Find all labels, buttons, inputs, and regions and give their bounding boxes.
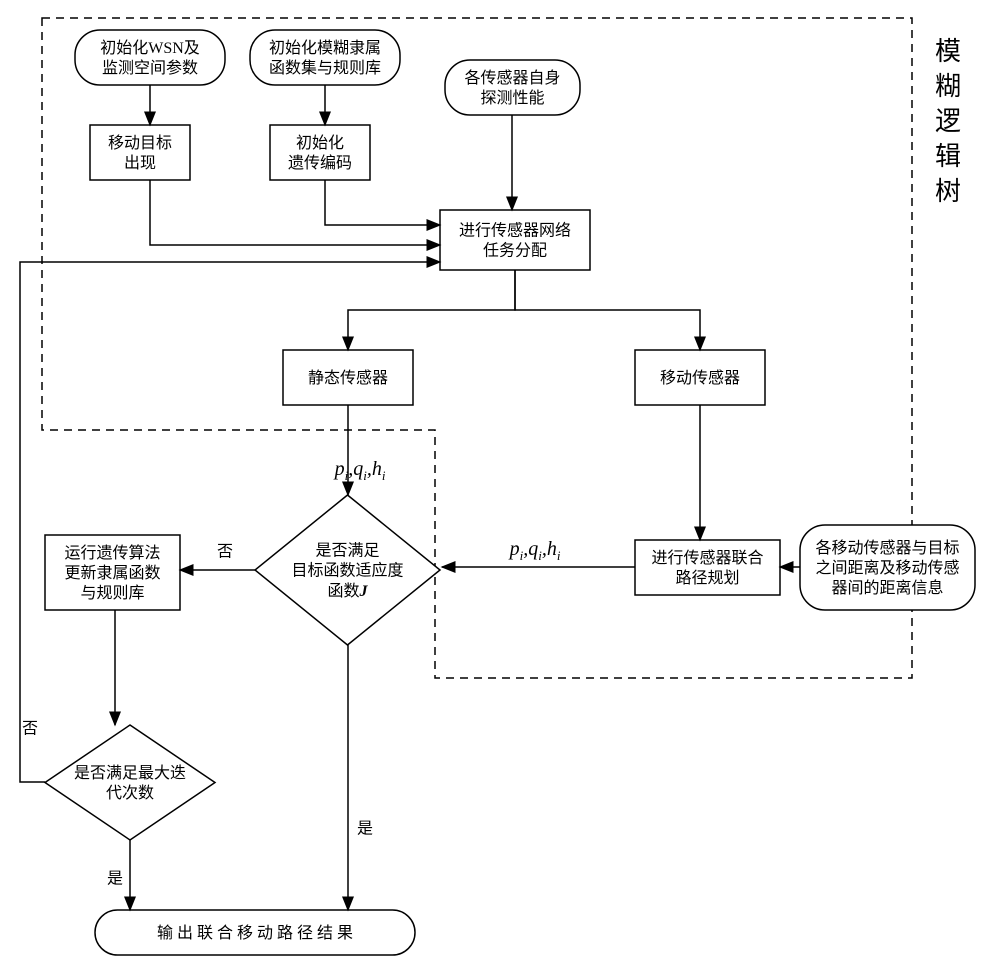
edge-label-pqh1: pi,qi,hi — [333, 458, 386, 484]
node-text: 遗传编码 — [288, 154, 352, 172]
edge — [348, 270, 515, 350]
edge — [325, 180, 440, 225]
node-text: 初始化WSN及 — [100, 39, 200, 57]
node-text: 移动传感器 — [660, 369, 740, 387]
node-n7: 静态传感器 — [283, 350, 413, 405]
node-text: 初始化模糊隶属 — [269, 39, 381, 57]
node-text: 出现 — [124, 154, 156, 172]
node-text: 输 出 联 合 移 动 路 径 结 果 — [157, 924, 353, 942]
node-text: 函数集与规则库 — [269, 59, 381, 77]
node-text: 进行传感器联合 — [651, 549, 763, 567]
node-text: 各移动传感器与目标 — [815, 539, 959, 557]
edge-label-no2: 否 — [22, 721, 38, 738]
node-n8: 移动传感器 — [635, 350, 765, 405]
node-n5: 初始化遗传编码 — [270, 125, 370, 180]
svg-text:糊: 糊 — [935, 72, 961, 101]
svg-text:辑: 辑 — [935, 142, 961, 171]
fuzzy-logic-tree-title: 模 糊 逻 辑 树 — [935, 37, 961, 206]
node-n6: 进行传感器网络任务分配 — [440, 210, 590, 270]
node-text: 更新隶属函数 — [64, 564, 160, 582]
node-text: 路径规划 — [675, 569, 739, 587]
node-text: 初始化 — [296, 134, 344, 152]
svg-text:逻: 逻 — [935, 107, 961, 136]
node-n2: 初始化模糊隶属函数集与规则库 — [250, 30, 400, 85]
node-text: 各传感器自身 — [464, 69, 560, 87]
edge-label-yes1: 是 — [357, 821, 373, 838]
flowchart-canvas: 模 糊 逻 辑 树 初始化WSN及监测空间参数初始化模糊隶属函数集与规则库各传感… — [0, 0, 1000, 968]
node-text: 进行传感器网络 — [459, 221, 571, 240]
node-text: 静态传感器 — [308, 369, 388, 387]
node-n9: 进行传感器联合路径规划 — [635, 540, 780, 595]
node-text: 运行遗传算法 — [64, 543, 160, 562]
node-text: 监测空间参数 — [102, 59, 198, 77]
node-n10: 各移动传感器与目标之间距离及移动传感器间的距离信息 — [800, 525, 975, 610]
node-n1: 初始化WSN及监测空间参数 — [75, 30, 225, 85]
edge-label-no1: 否 — [217, 544, 233, 561]
svg-text:树: 树 — [935, 177, 961, 206]
node-text: 代次数 — [106, 784, 154, 802]
node-text: 是否满足 — [315, 542, 379, 560]
node-n3: 各传感器自身探测性能 — [445, 60, 580, 115]
node-text: 与规则库 — [80, 584, 144, 602]
node-n4: 移动目标出现 — [90, 125, 190, 180]
edge-label-yes2: 是 — [107, 871, 123, 888]
node-text: 之间距离及移动传感 — [815, 559, 959, 577]
svg-text:模: 模 — [935, 37, 961, 66]
node-text: 移动目标 — [108, 134, 172, 152]
edge — [515, 270, 700, 350]
edge — [150, 180, 440, 245]
node-text: 探测性能 — [480, 89, 544, 107]
node-text: 器间的距离信息 — [831, 579, 943, 597]
node-text: 目标函数适应度 — [291, 561, 403, 580]
node-text: 任务分配 — [483, 242, 547, 260]
edge-label-pqh2: pi,qi,hi — [508, 538, 561, 564]
node-n13: 是否满足最大迭代次数 — [45, 725, 215, 840]
node-n14: 输 出 联 合 移 动 路 径 结 果 — [95, 910, 415, 955]
node-text: 是否满足最大迭 — [74, 764, 186, 782]
node-n12: 运行遗传算法更新隶属函数与规则库 — [45, 535, 180, 610]
node-text: 函数J — [327, 582, 368, 600]
node-n11: 是否满足目标函数适应度函数J — [255, 495, 440, 645]
